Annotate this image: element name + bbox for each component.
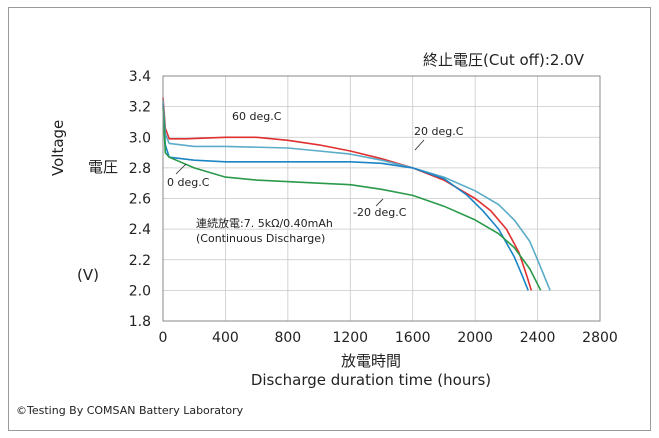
x-axis-label: Discharge duration time (hours) — [250, 371, 492, 389]
series-label-60c: 60 deg.C — [232, 110, 282, 123]
x-tick-label: 2800 — [582, 330, 618, 346]
discharge-condition-note: 連続放電:7. 5kΩ/0.40mAh (Continuous Discharg… — [196, 216, 333, 246]
leader-0c — [175, 163, 187, 175]
series-line-3 — [162, 106, 542, 291]
x-tick-label: 1600 — [395, 330, 431, 346]
axes — [162, 75, 601, 322]
y-tick-label: 2.0 — [129, 283, 151, 299]
x-tick-label: 2000 — [457, 330, 493, 346]
series-annotations: 60 deg.C 20 deg.C 0 deg.C -20 deg.C — [167, 110, 464, 219]
y-tick-label: 3.2 — [129, 100, 151, 116]
x-axis-label-cjk: 放電時間 — [340, 352, 402, 370]
leader-20c — [414, 139, 425, 151]
plot-area — [162, 75, 601, 322]
y-tick-label: 1.8 — [129, 314, 151, 330]
series-line-1 — [162, 100, 551, 291]
gridlines — [163, 76, 600, 321]
y-tick-label: 2.6 — [129, 192, 151, 208]
y-axis-unit: (V) — [77, 266, 99, 284]
credit-text: ©Testing By COMSAN Battery Laboratory — [16, 404, 244, 417]
series-line-0 — [162, 97, 533, 291]
chart-frame — [8, 7, 651, 431]
y-tick-label: 3.0 — [129, 130, 151, 146]
tick-labels: 1.8 2.0 2.2 2.4 2.6 2.8 3.0 3.2 3.4 0 400 800 1200 16… — [129, 69, 618, 346]
series-label-0c: 0 deg.C — [167, 176, 210, 189]
series-label-20c: 20 deg.C — [414, 125, 464, 138]
note-line-2: (Continuous Discharge) — [196, 232, 326, 245]
x-tick-label: 800 — [274, 330, 301, 346]
cutoff-voltage-label: 終止電圧(Cut off):2.0V — [423, 51, 585, 69]
y-tick-label: 2.2 — [129, 253, 151, 269]
y-tick-label: 3.4 — [129, 69, 151, 85]
y-axis-label: Voltage — [48, 119, 67, 176]
x-tick-label: 1200 — [332, 330, 368, 346]
leader-minus20c — [375, 198, 384, 207]
x-tick-label: 400 — [212, 330, 239, 346]
discharge-curves — [162, 97, 551, 291]
y-tick-label: 2.4 — [129, 222, 151, 238]
note-line-1: 連続放電:7. 5kΩ/0.40mAh — [196, 217, 333, 230]
x-tick-label: 2400 — [520, 330, 556, 346]
series-label-minus20c: -20 deg.C — [353, 206, 407, 219]
series-line-2 — [162, 103, 529, 291]
x-tick-label: 0 — [159, 330, 168, 346]
y-tick-label: 2.8 — [129, 161, 151, 177]
y-axis-label-cjk: 電圧 — [88, 158, 119, 176]
